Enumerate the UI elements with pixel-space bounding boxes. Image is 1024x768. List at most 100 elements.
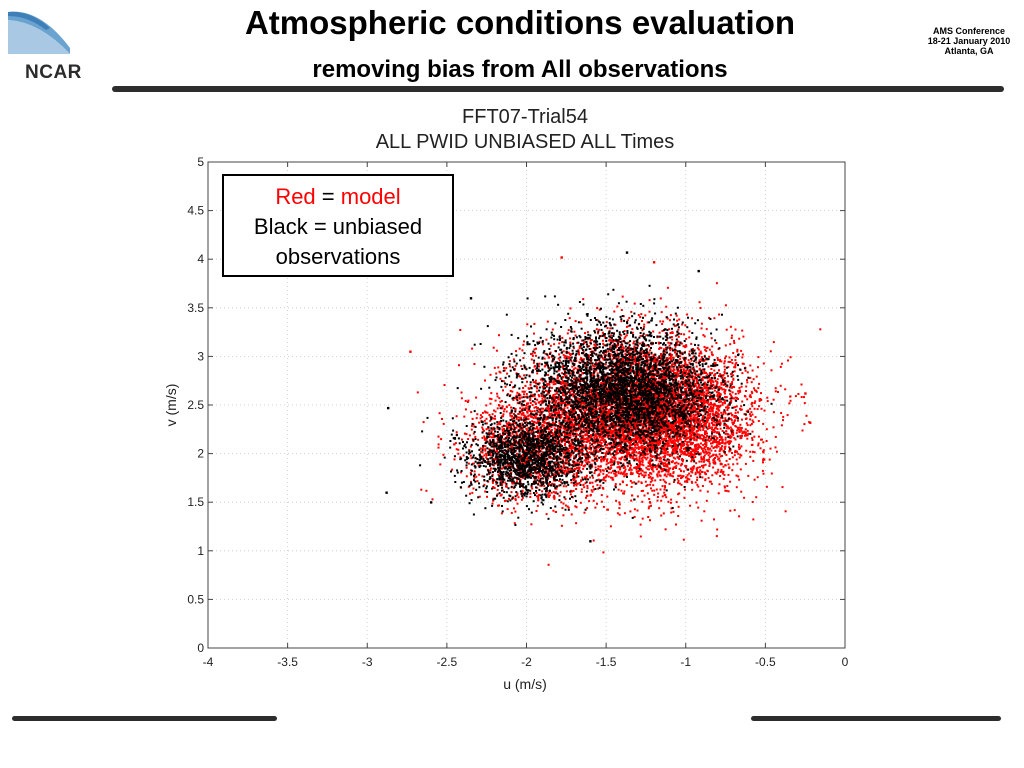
- scatter-point: [590, 425, 593, 427]
- scatter-point: [542, 343, 545, 346]
- scatter-point: [645, 334, 648, 337]
- scatter-point: [564, 373, 567, 376]
- scatter-point: [724, 441, 727, 444]
- scatter-point: [617, 430, 620, 433]
- scatter-point: [591, 407, 594, 409]
- scatter-point: [574, 334, 577, 337]
- scatter-point: [553, 406, 556, 409]
- scatter-point: [629, 510, 632, 513]
- scatter-point: [584, 364, 587, 367]
- scatter-point: [628, 345, 631, 348]
- scatter-point: [682, 475, 685, 478]
- scatter-point: [619, 418, 622, 421]
- scatter-point: [729, 400, 732, 403]
- scatter-point: [610, 466, 613, 469]
- scatter-point: [553, 405, 555, 408]
- scatter-point: [579, 470, 582, 473]
- scatter-point: [527, 418, 530, 421]
- scatter-point: [625, 474, 628, 477]
- scatter-point: [745, 385, 748, 388]
- scatter-point: [599, 435, 602, 438]
- scatter-point: [700, 322, 703, 325]
- scatter-point: [554, 393, 557, 396]
- scatter-point: [618, 507, 621, 510]
- scatter-point: [665, 404, 668, 407]
- scatter-point: [669, 314, 672, 317]
- scatter-point: [595, 432, 598, 435]
- scatter-point: [702, 428, 705, 431]
- scatter-point: [580, 401, 583, 404]
- scatter-point: [640, 472, 643, 475]
- scatter-point: [734, 438, 737, 441]
- scatter-point: [653, 456, 656, 459]
- scatter-point: [616, 305, 619, 308]
- scatter-point: [524, 463, 527, 466]
- scatter-point: [667, 500, 670, 503]
- scatter-point: [537, 495, 540, 498]
- scatter-point: [680, 402, 683, 405]
- scatter-point: [602, 420, 605, 423]
- scatter-point: [586, 432, 589, 435]
- scatter-point: [597, 467, 600, 470]
- scatter-point: [630, 468, 633, 471]
- scatter-point: [571, 424, 574, 427]
- scatter-point: [646, 436, 649, 439]
- scatter-point: [607, 429, 610, 431]
- scatter-point: [698, 301, 701, 304]
- scatter-point: [660, 438, 663, 441]
- scatter-point: [623, 337, 626, 340]
- scatter-point: [653, 489, 656, 492]
- scatter-point: [534, 354, 537, 357]
- scatter-point: [496, 423, 499, 426]
- scatter-point: [697, 433, 700, 436]
- scatter-point: [580, 464, 583, 466]
- scatter-point: [646, 447, 649, 450]
- scatter-point: [662, 376, 665, 379]
- scatter-point: [694, 473, 697, 476]
- scatter-point: [611, 478, 614, 481]
- scatter-point: [644, 471, 647, 474]
- scatter-point: [651, 466, 654, 469]
- scatter-point: [564, 410, 566, 412]
- scatter-point: [680, 342, 683, 345]
- scatter-point: [723, 473, 726, 476]
- scatter-point: [575, 484, 578, 487]
- scatter-point: [695, 443, 698, 446]
- scatter-point: [627, 422, 630, 425]
- scatter-point: [610, 464, 612, 467]
- scatter-point: [645, 466, 648, 469]
- scatter-point: [646, 456, 649, 459]
- scatter-point: [548, 412, 551, 415]
- scatter-point: [639, 452, 642, 454]
- scatter-point: [538, 411, 541, 414]
- scatter-point: [613, 472, 616, 475]
- scatter-point: [544, 396, 546, 399]
- scatter-point: [598, 308, 601, 311]
- scatter-point: [605, 460, 608, 463]
- scatter-point: [714, 363, 717, 366]
- scatter-point: [669, 357, 672, 359]
- scatter-point: [682, 538, 685, 541]
- scatter-point: [734, 355, 737, 358]
- scatter-point: [656, 402, 659, 405]
- scatter-point: [663, 368, 666, 371]
- scatter-point: [604, 387, 607, 390]
- scatter-point: [732, 431, 735, 434]
- scatter-point: [722, 384, 725, 386]
- scatter-point: [688, 353, 691, 356]
- scatter-point: [617, 356, 620, 359]
- scatter-point: [695, 365, 698, 368]
- scatter-point: [682, 368, 685, 371]
- scatter-point: [708, 316, 711, 319]
- scatter-point: [688, 350, 691, 353]
- scatter-point: [714, 449, 717, 452]
- scatter-point: [570, 443, 573, 446]
- scatter-point: [688, 427, 691, 430]
- scatter-point: [722, 413, 725, 416]
- scatter-point: [718, 406, 721, 409]
- scatter-point: [757, 366, 759, 369]
- scatter-point: [592, 499, 595, 502]
- scatter-point: [704, 440, 707, 443]
- scatter-point: [561, 341, 564, 343]
- scatter-point: [611, 421, 613, 424]
